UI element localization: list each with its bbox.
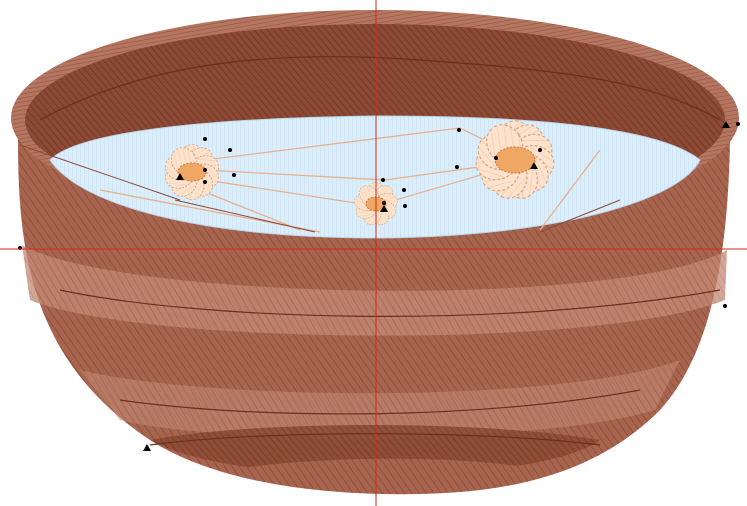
node-dot-icon[interactable] [723, 304, 727, 308]
node-dot-icon[interactable] [203, 168, 207, 172]
node-dot-icon[interactable] [203, 137, 207, 141]
triangle-marker-icon[interactable] [530, 162, 538, 169]
bowl-running-stitch [39, 56, 721, 446]
node-dot-icon[interactable] [382, 201, 386, 205]
triangle-marker-icon[interactable] [722, 121, 730, 128]
node-dot-icon[interactable] [538, 148, 542, 152]
node-dot-icon[interactable] [455, 165, 459, 169]
triangle-marker-icon[interactable] [380, 205, 388, 212]
node-dot-icon[interactable] [402, 188, 406, 192]
node-dot-icon[interactable] [736, 122, 740, 126]
node-dot-icon[interactable] [381, 178, 385, 182]
bowl-band-upper [22, 245, 727, 336]
node-dot-icon[interactable] [494, 156, 498, 160]
node-dot-icon[interactable] [228, 148, 232, 152]
triangle-marker-icon[interactable] [176, 173, 184, 180]
node-dot-icon[interactable] [203, 180, 207, 184]
bowl-band-lower [80, 360, 680, 438]
flower-right-center [494, 146, 536, 174]
node-dot-icon[interactable] [457, 128, 461, 132]
flower-left-center [177, 162, 207, 182]
bowl-base-foot [230, 458, 540, 488]
node-dot-icon[interactable] [232, 173, 236, 177]
bowl[interactable] [11, 10, 739, 495]
flower-right[interactable] [471, 117, 559, 203]
node-dot-icon[interactable] [403, 204, 407, 208]
flower-left[interactable] [161, 142, 223, 202]
node-markers[interactable] [18, 121, 740, 451]
triangle-marker-icon[interactable] [143, 444, 151, 451]
